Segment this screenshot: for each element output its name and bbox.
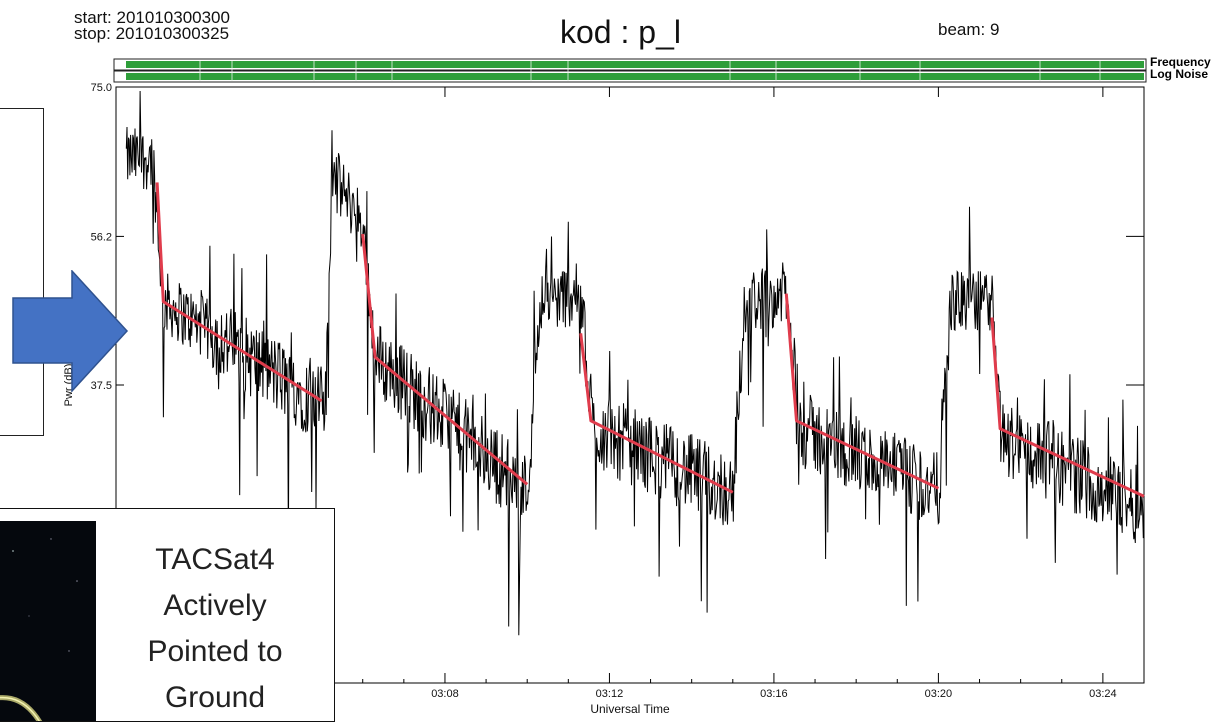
status-bars [113,58,1147,83]
tacsat4-inset: TACSat4 Actively Pointed to Ground [0,508,335,722]
y-tick-label: 56.2 [91,231,112,243]
axis-ticks: 37.5 56.2 75.0 03:08 03:12 03:16 03:20 03:24 [91,82,1144,700]
x-axis-label: Universal Time [590,702,670,716]
trend-segment-3 [579,333,734,494]
stop-time: stop: 201010300325 [74,24,230,43]
caption-line: Ground [164,681,266,714]
trend-segment-4 [784,293,940,490]
left-panel-box [0,108,44,436]
trend-segment-5 [990,317,1145,498]
frequency-bar-label: Frequency [1150,55,1211,69]
caption-line: TACSat4 [155,543,275,576]
right-arrow-icon [12,270,129,392]
satellite-photo [0,521,96,721]
beam-label: beam: 9 [938,20,1000,39]
x-tick-label: 03:12 [596,688,624,700]
x-tick-label: 03:24 [1089,688,1117,700]
x-tick-label: 03:08 [431,688,459,700]
x-tick-label: 03:20 [925,688,953,700]
inset-caption: TACSat4 Actively Pointed to Ground [103,537,327,721]
y-tick-label: 75.0 [91,82,112,94]
trend-segment-1 [155,182,323,403]
trend-lines [155,182,1145,498]
caption-line: Pointed to [147,635,283,668]
frequency-status-bar [126,61,1144,68]
noise-bar-label: Log Noise [1150,67,1209,81]
trend-segment-2 [361,233,529,486]
signal-line [125,90,1145,636]
noise-status-bar [126,73,1144,80]
start-time: start: 201010300300 [74,8,230,27]
x-tick-label: 03:16 [760,688,788,700]
y-tick-label: 37.5 [91,380,112,392]
caption-line: Actively [163,589,267,622]
plot-title: kod : p_l [560,14,681,50]
